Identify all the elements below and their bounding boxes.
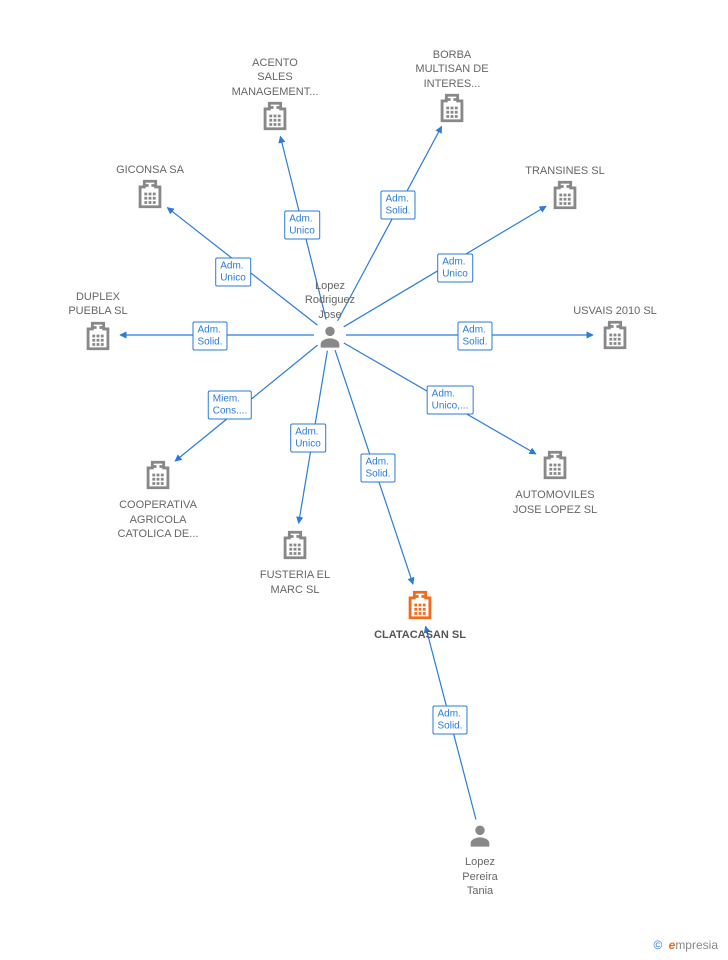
- company-node[interactable]: COOPERATIVA AGRICOLA CATOLICA DE...: [103, 458, 213, 541]
- edge-label: Adm. Unico: [215, 258, 251, 287]
- edge-label: Adm. Solid.: [360, 454, 395, 483]
- node-label: COOPERATIVA AGRICOLA CATOLICA DE...: [103, 498, 213, 541]
- person-icon: [275, 322, 385, 354]
- building-icon: [397, 91, 507, 129]
- company-node[interactable]: ACENTO SALES MANAGEMENT...: [220, 54, 330, 137]
- building-icon: [560, 318, 670, 356]
- edge-label: Adm. Unico,...: [427, 386, 474, 415]
- person-node[interactable]: Lopez Pereira Tania: [425, 821, 535, 898]
- company-node[interactable]: FUSTERIA EL MARC SL: [240, 528, 350, 597]
- company-node[interactable]: BORBA MULTISAN DE INTERES...: [397, 46, 507, 129]
- person-icon: [425, 821, 535, 853]
- building-icon: [510, 178, 620, 216]
- building-icon: [500, 448, 610, 486]
- company-node[interactable]: DUPLEX PUEBLA SL: [43, 288, 153, 357]
- company-node[interactable]: TRANSINES SL: [510, 162, 620, 217]
- node-label: Lopez Rodriguez Jose: [275, 279, 385, 322]
- node-label: GICONSA SA: [95, 163, 205, 177]
- edge-label: Adm. Solid.: [432, 706, 467, 735]
- node-label: CLATACASAN SL: [365, 628, 475, 642]
- edge-label: Adm. Unico: [290, 424, 326, 453]
- node-label: ACENTO SALES MANAGEMENT...: [220, 56, 330, 99]
- edge-label: Adm. Solid.: [192, 322, 227, 351]
- building-icon: [220, 99, 330, 137]
- person-node[interactable]: Lopez Rodriguez Jose: [275, 277, 385, 354]
- edge-label: Adm. Solid.: [380, 191, 415, 220]
- diagram-container: Lopez Rodriguez Jose ACENTO SALES MANAGEM…: [0, 0, 728, 960]
- footer-credit: © empresia: [653, 938, 718, 952]
- node-label: FUSTERIA EL MARC SL: [240, 568, 350, 597]
- node-label: DUPLEX PUEBLA SL: [43, 290, 153, 319]
- building-icon: [103, 458, 213, 496]
- edge-label: Adm. Solid.: [457, 322, 492, 351]
- copyright-symbol: ©: [653, 938, 662, 952]
- node-label: USVAIS 2010 SL: [560, 304, 670, 318]
- brand-rest: mpresia: [675, 938, 718, 952]
- node-label: Lopez Pereira Tania: [425, 855, 535, 898]
- node-label: TRANSINES SL: [510, 164, 620, 178]
- company-node[interactable]: CLATACASAN SL: [365, 588, 475, 643]
- building-icon: [240, 528, 350, 566]
- building-icon: [365, 588, 475, 626]
- edge-label: Adm. Unico: [284, 211, 320, 240]
- node-label: AUTOMOVILES JOSE LOPEZ SL: [500, 488, 610, 517]
- node-label: BORBA MULTISAN DE INTERES...: [397, 48, 507, 91]
- building-icon: [95, 177, 205, 215]
- company-node[interactable]: USVAIS 2010 SL: [560, 302, 670, 357]
- company-node[interactable]: AUTOMOVILES JOSE LOPEZ SL: [500, 448, 610, 517]
- edge-label: Miem. Cons....: [208, 391, 252, 420]
- building-icon: [43, 319, 153, 357]
- company-node[interactable]: GICONSA SA: [95, 161, 205, 216]
- edge-label: Adm. Unico: [437, 254, 473, 283]
